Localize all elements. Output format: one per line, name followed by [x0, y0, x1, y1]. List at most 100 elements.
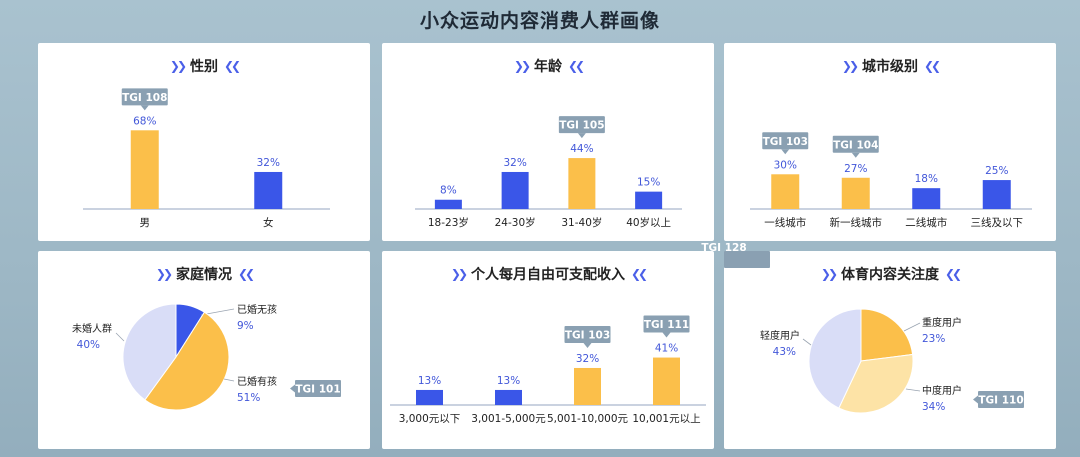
panel-title-family: ❯❯ 家庭情况 ❮❮ — [38, 264, 370, 284]
slice-name: 重度用户 — [922, 316, 962, 329]
value-label: 25% — [985, 165, 1008, 177]
tgi-badge-pointer — [781, 149, 790, 155]
value-label: 30% — [774, 159, 797, 171]
tgi-label: TGI 105 — [559, 120, 604, 132]
bar-0 — [416, 389, 443, 405]
panel-attention: ❯❯ 体育内容关注度 ❮❮ 重度用户 23% TGI 128 中度用户 34% TGI 1… — [701, 242, 1056, 449]
leader-line — [905, 388, 921, 392]
bar-3 — [653, 357, 680, 405]
value-label: 13% — [497, 375, 520, 387]
chevron-right-icon: ❯❯ — [450, 267, 468, 281]
x-tick-label: 18-23岁 — [428, 216, 469, 229]
tgi-badge: TGI 111 — [643, 315, 690, 338]
tgi-badge: TGI 128 — [701, 242, 770, 268]
tgi-label: TGI 103 — [565, 329, 610, 341]
pie-slice-2 — [808, 308, 862, 409]
x-tick-label: 40岁以上 — [626, 216, 671, 229]
panel-title-income: ❯❯ 个人每月自由可支配收入 ❮❮ — [382, 264, 714, 284]
slice-value: 40% — [77, 339, 100, 351]
tgi-badge-bg — [558, 116, 605, 134]
value-label: 32% — [257, 157, 280, 169]
bar-2 — [574, 367, 601, 405]
panel-income: ❯❯ 个人每月自由可支配收入 ❮❮ 13% 3,000元以下 13% 3,001-5,… — [382, 251, 714, 449]
bar-1 — [495, 389, 522, 405]
chart-title: 个人每月自由可支配收入 — [471, 267, 625, 283]
chevron-left-icon: ❮❮ — [924, 59, 941, 73]
chevron-left-icon: ❮❮ — [631, 267, 648, 281]
leader-line — [802, 338, 812, 346]
x-tick-label: 5,001-10,000元 — [547, 413, 629, 425]
tgi-badge-bg — [978, 391, 1024, 408]
value-label: 13% — [418, 375, 441, 387]
chevron-left-icon: ❮❮ — [238, 267, 255, 281]
chevron-left-icon: ❮❮ — [568, 59, 585, 73]
chart-title: 体育内容关注度 — [841, 267, 939, 283]
panel-title-city: ❯❯ 城市级别 ❮❮ — [724, 56, 1056, 76]
x-tick-label: 男 — [140, 217, 151, 229]
x-tick-label: 10,001元以上 — [632, 413, 700, 425]
slice-value: 34% — [922, 401, 945, 413]
leader-line — [223, 378, 235, 382]
x-tick-label: 三线及以下 — [971, 216, 1024, 229]
value-label: 18% — [915, 173, 938, 185]
value-label: 44% — [570, 143, 593, 155]
slice-name: 中度用户 — [922, 384, 962, 397]
value-label: 41% — [655, 343, 678, 355]
bar-0 — [771, 174, 800, 209]
gender-bar-chart: 68% 男 TGI 108 32% 女 — [83, 88, 330, 229]
slice-value: 23% — [922, 333, 945, 345]
chevron-right-icon: ❯❯ — [513, 59, 531, 73]
age-bar-chart: 8% 18-23岁 32% 24-30岁 44% 31-40岁 TGI 105 15% 40岁以… — [415, 116, 682, 229]
slice-value: 9% — [237, 320, 254, 332]
pie-slice-2 — [122, 303, 177, 401]
tgi-badge-bg — [832, 135, 879, 153]
tgi-label: TGI 110 — [978, 395, 1023, 407]
chevron-right-icon: ❯❯ — [155, 267, 173, 281]
tgi-badge-pointer — [583, 342, 592, 348]
x-tick-label: 24-30岁 — [495, 216, 536, 229]
bar-2 — [568, 158, 596, 209]
income-bar-chart: 13% 3,000元以下 13% 3,001-5,000元 32% 5,001-10,00… — [390, 315, 706, 425]
panel-title-attention: ❯❯ 体育内容关注度 ❮❮ — [724, 264, 1056, 284]
panel-title-gender: ❯❯ 性别 ❮❮ — [38, 56, 370, 76]
tgi-badge-bg — [121, 88, 168, 106]
tgi-label: TGI 103 — [763, 136, 808, 148]
tgi-badge-pointer — [290, 384, 295, 393]
slice-name: 已婚有孩 — [237, 375, 277, 388]
tgi-label: TGI 104 — [833, 139, 878, 151]
bar-2 — [912, 188, 941, 209]
panel-title-age: ❯❯ 年龄 ❮❮ — [382, 56, 714, 76]
tgi-badge-pointer — [662, 332, 671, 338]
tgi-label: TGI 101 — [295, 384, 340, 396]
family-pie-chart: 已婚无孩 9% 已婚有孩 51% TGI 101 未婚人群 40% — [72, 303, 341, 411]
chevron-right-icon: ❯❯ — [820, 267, 838, 281]
value-label: 32% — [576, 353, 599, 365]
chart-title: 城市级别 — [862, 59, 918, 75]
slice-value: 51% — [237, 392, 260, 404]
attention-pie-chart: 重度用户 23% TGI 128 中度用户 34% TGI 110 轻度用户 43% — [701, 242, 1024, 414]
tgi-badge: TGI 105 — [558, 116, 605, 139]
panel-gender: ❯❯ 性别 ❮❮ 68% 男 TGI 108 32% 女 — [38, 43, 370, 241]
chart-title: 年龄 — [534, 59, 562, 75]
chevron-left-icon: ❮❮ — [945, 267, 962, 281]
page-title: 小众运动内容消费人群画像 — [419, 10, 660, 32]
tgi-badge-bg — [724, 251, 770, 268]
tgi-badge-pointer — [973, 395, 978, 404]
panel-family: ❯❯ 家庭情况 ❮❮ 已婚无孩 9% 已婚有孩 51% TGI 101 未婚人群 40% — [38, 251, 370, 449]
bar-0 — [434, 199, 462, 209]
tgi-badge-bg — [643, 315, 690, 333]
tgi-badge-bg — [762, 132, 809, 150]
x-tick-label: 女 — [263, 216, 274, 229]
tgi-badge: TGI 101 — [290, 380, 341, 397]
chevron-right-icon: ❯❯ — [169, 59, 187, 73]
x-tick-label: 31-40岁 — [561, 216, 602, 229]
x-tick-label: 3,000元以下 — [399, 413, 461, 425]
value-label: 32% — [503, 157, 526, 169]
tgi-badge: TGI 110 — [973, 391, 1024, 408]
tgi-badge: TGI 108 — [121, 88, 168, 111]
slice-name: 未婚人群 — [72, 322, 112, 335]
bar-1 — [841, 177, 870, 209]
bar-1 — [501, 171, 529, 209]
tgi-label: TGI 108 — [122, 92, 167, 104]
leader-line — [903, 322, 921, 332]
